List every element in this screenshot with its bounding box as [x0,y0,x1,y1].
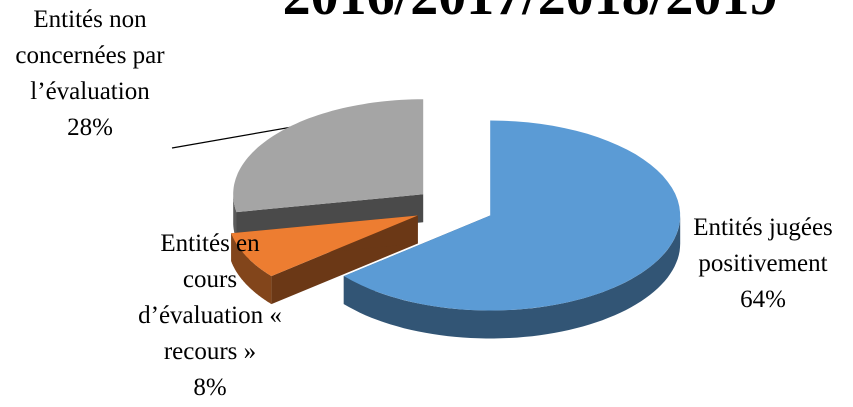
value-label: 64% [740,286,786,313]
slice-label: Entités non concernées par l’évaluation … [15,2,165,146]
leader-line [171,126,293,149]
slice-wall [343,215,681,339]
slice-label: Entités jugées positivement 64% [688,210,838,318]
category-label: Entités en cours d’évaluation « recours … [138,230,282,365]
slice-label: Entités en cours d’évaluation « recours … [135,226,285,406]
slice-group [231,215,418,305]
value-label: 28% [67,114,113,141]
slice [231,215,418,277]
value-label: 8% [193,374,227,401]
slice-wall [231,233,272,305]
category-label: Entités jugées positivement [693,214,833,277]
slice [233,99,424,213]
slice-wall [233,194,237,241]
category-label: Entités non concernées par l’évaluation [15,6,165,105]
slice-group [343,120,681,339]
slice [343,120,681,311]
chart-title: 2016/2017/2018/2019 [283,0,778,27]
